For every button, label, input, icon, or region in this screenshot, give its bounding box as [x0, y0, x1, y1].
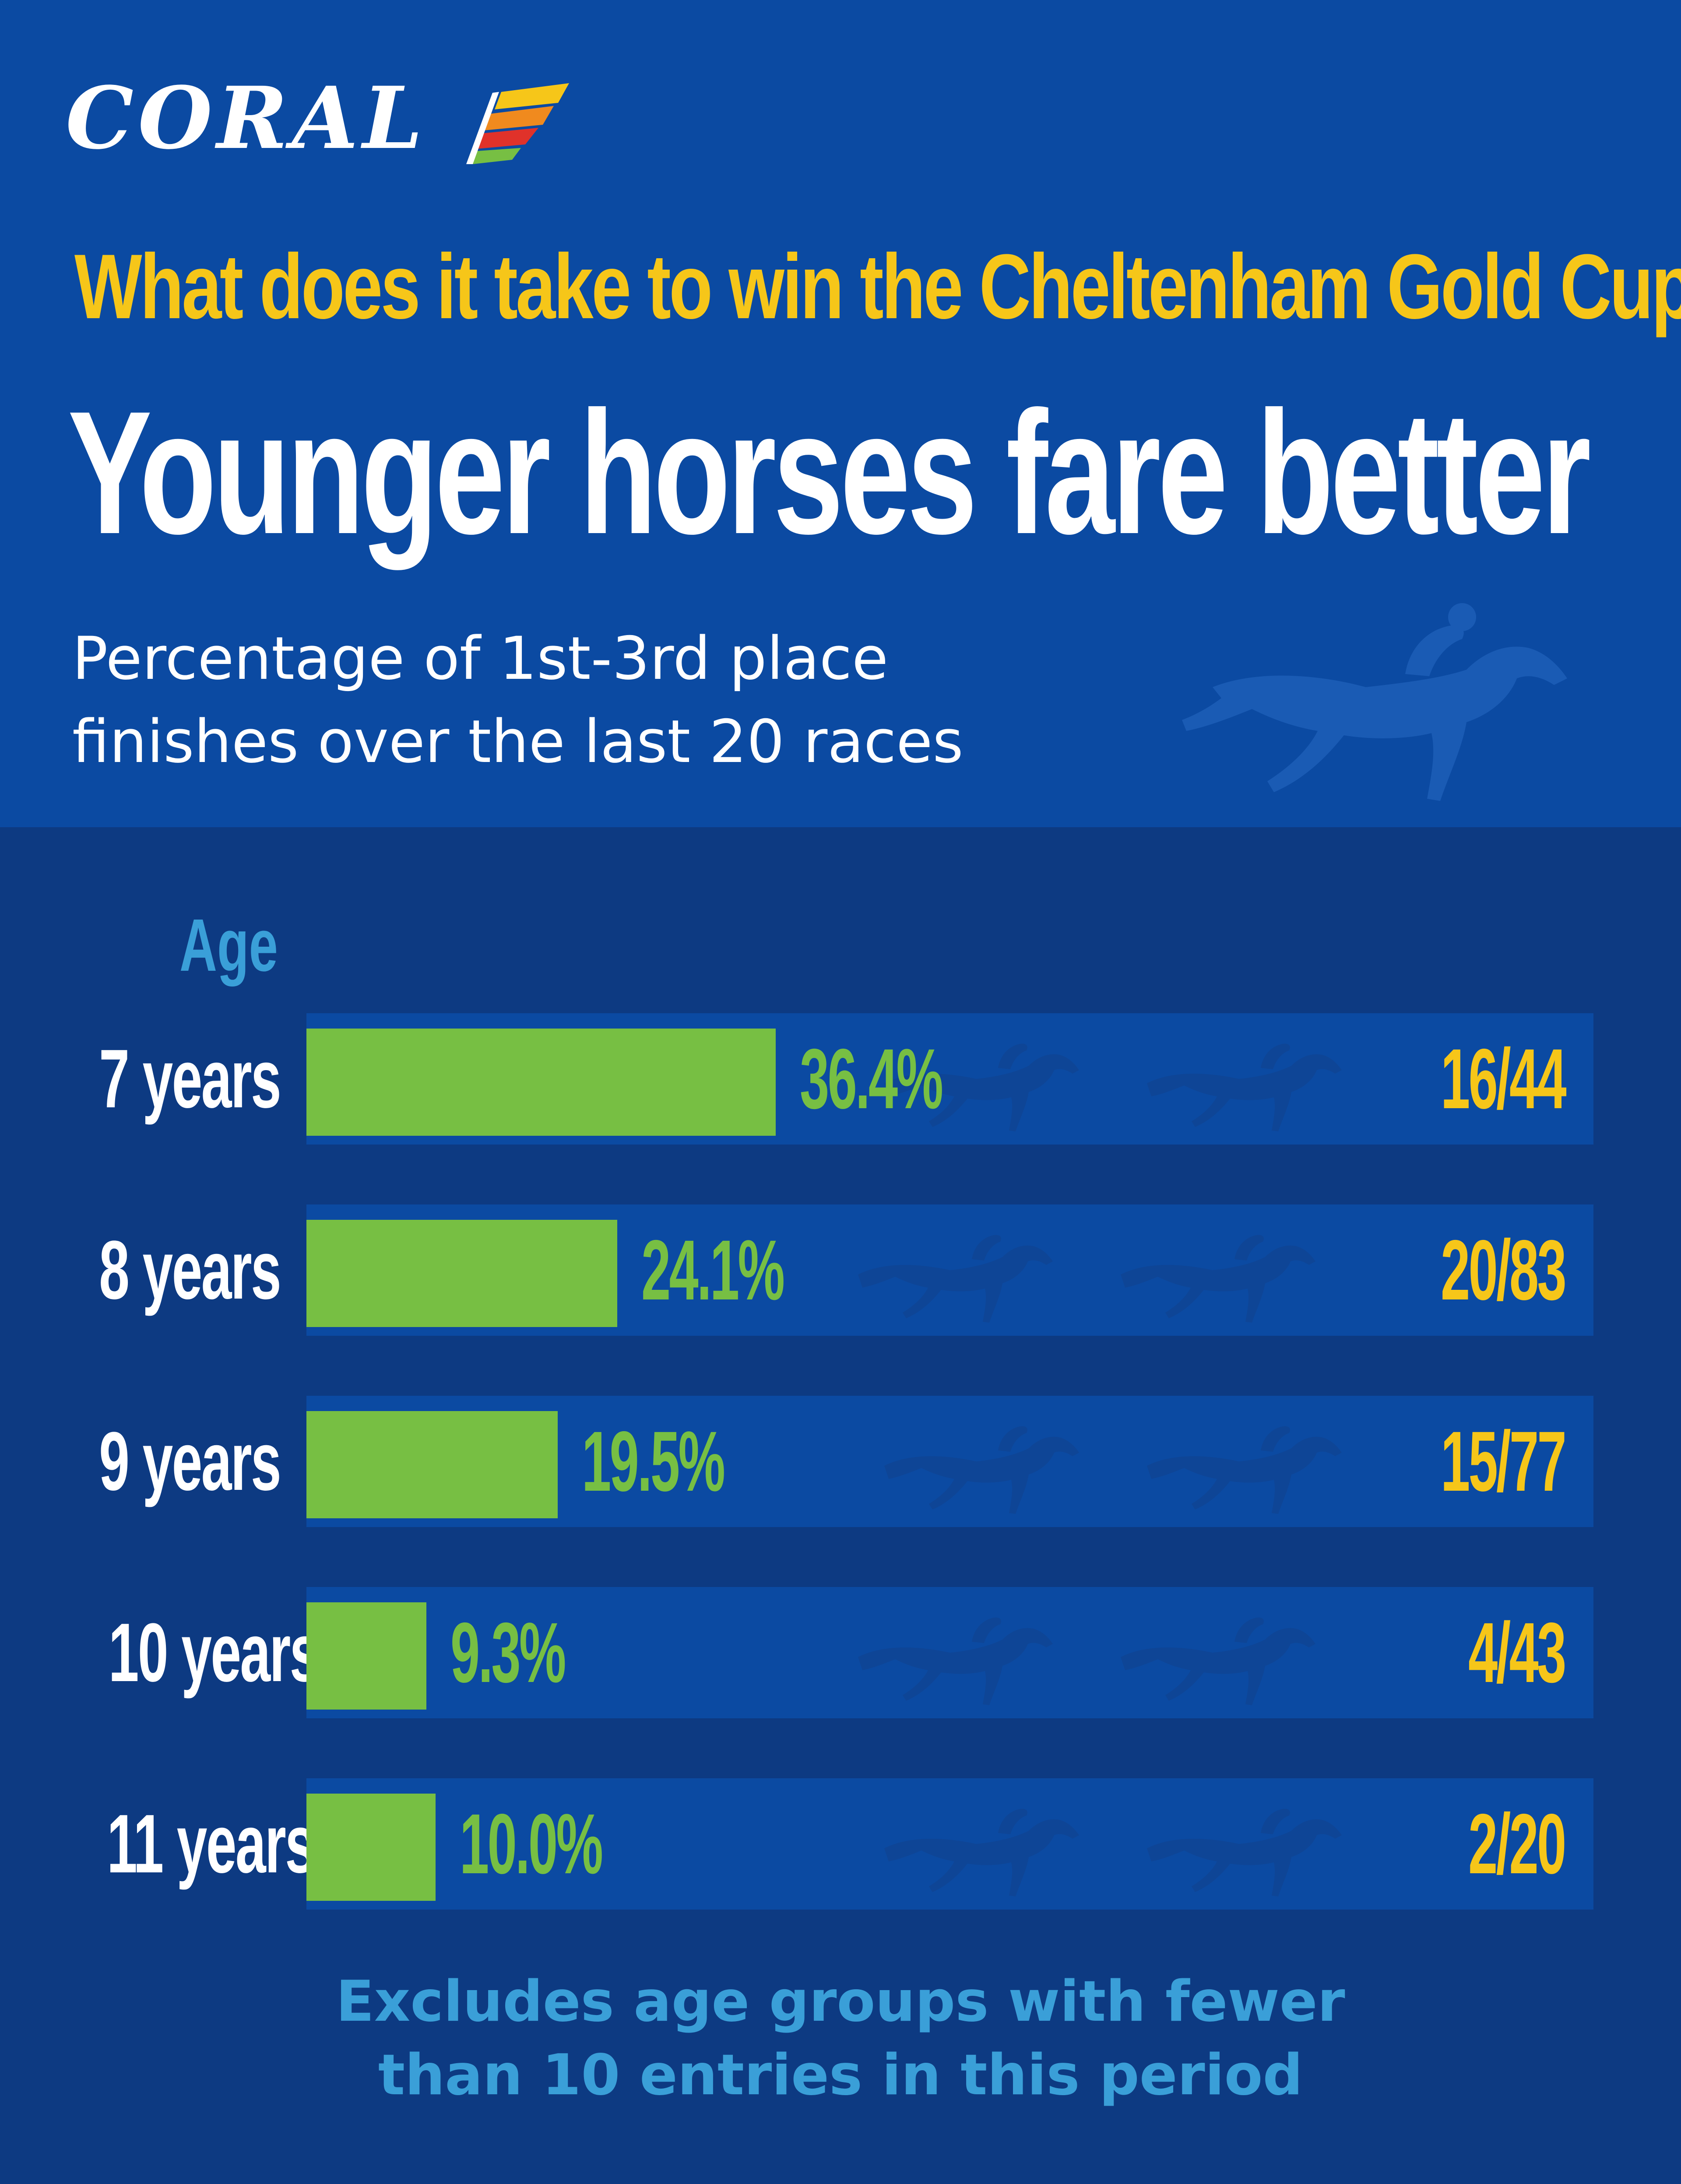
ratio-label: 15/77 [1441, 1414, 1567, 1509]
bar [306, 1220, 617, 1327]
horse-silhouette-icon [1121, 1235, 1315, 1323]
bar-row: 8 years 24.1% 20/83 [0, 1204, 1681, 1336]
horse-silhouette-icon [884, 1043, 1079, 1131]
value-label: 19.5% [582, 1414, 725, 1509]
ratio-label: 4/43 [1468, 1605, 1567, 1700]
logo-text: CORAL [66, 68, 427, 168]
bar [306, 1029, 776, 1136]
horse-silhouette-icon [858, 1235, 1053, 1323]
horse-silhouette-icon [884, 1808, 1079, 1896]
horse-silhouette-icon [1147, 1808, 1342, 1896]
bar [306, 1411, 558, 1518]
header-panel: CORAL What does it take to win the Chelt… [0, 0, 1681, 827]
footnote: Excludes age groups with fewer than 10 e… [0, 1965, 1681, 2112]
ratio-label: 16/44 [1441, 1031, 1567, 1127]
value-label: 24.1% [641, 1222, 785, 1318]
chart-subtitle: Percentage of 1st-3rd place finishes ove… [72, 617, 1210, 783]
bar-track [306, 1778, 1593, 1910]
subtitle-line-2: finishes over the last 20 races [72, 707, 964, 776]
horse-silhouette-icon [884, 1426, 1079, 1514]
bar-row: 7 years 36.4% 16/44 [0, 1013, 1681, 1145]
chart-title: What does it take to win the Cheltenham … [74, 235, 1681, 338]
value-label: 36.4% [800, 1031, 943, 1127]
value-label: 10.0% [459, 1796, 603, 1892]
bar-row: 9 years 19.5% 15/77 [0, 1396, 1681, 1527]
chart-headline: Younger horses fare better [68, 375, 1591, 570]
category-label: 9 years [99, 1415, 281, 1508]
bar-row: 10 years 9.3% 4/43 [0, 1587, 1681, 1718]
subtitle-line-1: Percentage of 1st-3rd place [72, 624, 889, 693]
bar [306, 1602, 426, 1710]
bar-track [306, 1587, 1593, 1718]
bar [306, 1794, 436, 1901]
value-label: 9.3% [450, 1605, 566, 1700]
horse-silhouette-icon [1147, 1426, 1342, 1514]
horse-silhouette-icon [1121, 1617, 1315, 1705]
category-label: 10 years [108, 1606, 320, 1699]
category-label: 7 years [99, 1032, 281, 1125]
y-axis-title: Age [179, 904, 278, 987]
ratio-label: 2/20 [1468, 1796, 1567, 1892]
coral-logo: CORAL [66, 70, 591, 166]
footnote-line-1: Excludes age groups with fewer [336, 1969, 1345, 2034]
horse-silhouette-icon [858, 1617, 1053, 1705]
category-label: 11 years [107, 1798, 316, 1890]
flag-icon [466, 83, 569, 164]
horse-jockey-silhouette-icon [1182, 603, 1567, 801]
ratio-label: 20/83 [1441, 1222, 1567, 1318]
category-label: 8 years [99, 1224, 281, 1317]
footnote-line-2: than 10 entries in this period [378, 2043, 1303, 2108]
bar-row: 11 years 10.0% 2/20 [0, 1778, 1681, 1910]
horse-silhouette-icon [1147, 1043, 1342, 1131]
